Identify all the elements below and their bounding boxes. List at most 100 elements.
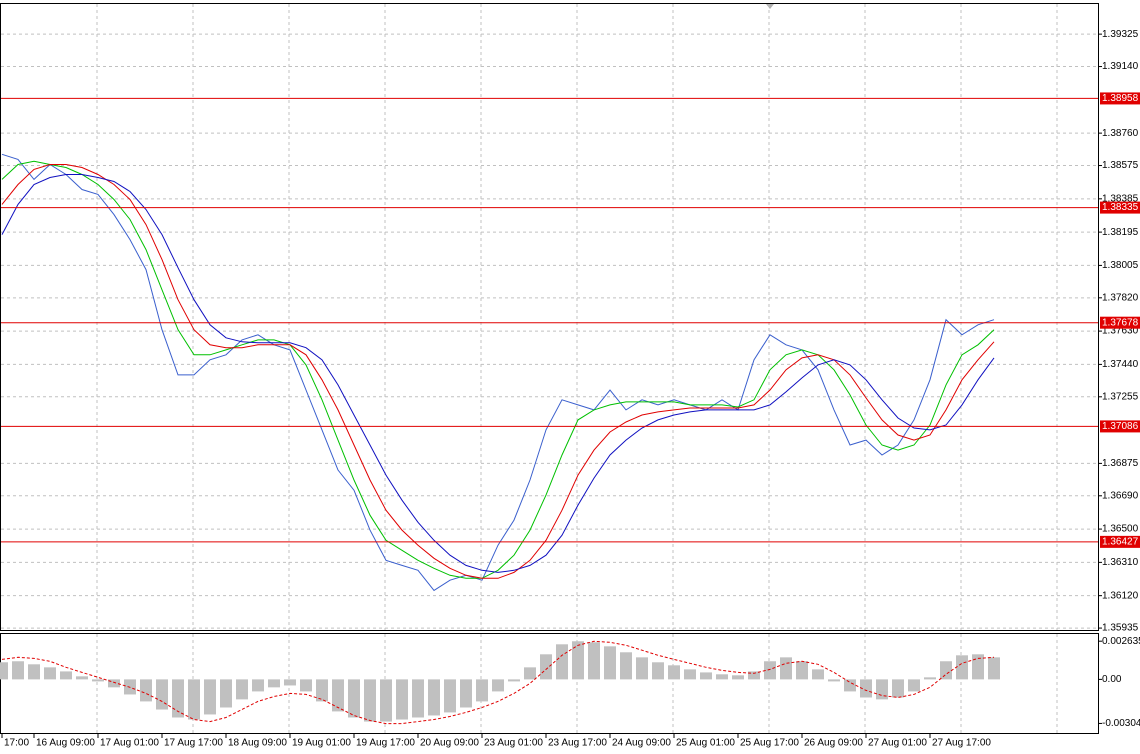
histogram-bar [892,679,904,698]
histogram-bar [44,667,56,680]
histogram-bar [460,679,472,708]
histogram-bar [508,679,520,682]
y-tick-label: 1.38195 [1102,227,1139,238]
histogram-bar [828,679,840,682]
histogram-bar [444,679,456,713]
histogram-bar [812,669,824,680]
histogram-bar [684,669,696,680]
histogram-bar [716,674,728,680]
y-tick-label: 1.36690 [1102,490,1139,501]
level-tag [1100,201,1140,214]
histogram-bar [316,679,328,702]
y-tick-label: 1.37255 [1102,391,1139,402]
histogram-bar [332,679,344,712]
x-tick-label: 18 Aug 09:00 [228,738,287,749]
series-line [1,640,995,725]
level-label: 1.37678 [1102,317,1139,328]
histogram-bar [588,642,600,680]
y-tick-label: 1.36875 [1102,458,1139,469]
histogram-bar [844,679,856,692]
level-label: 1.38958 [1102,93,1139,104]
histogram-bar [956,655,968,680]
y-tick-label: 1.39325 [1102,29,1139,40]
histogram-bar [140,679,152,702]
level-tag [1100,535,1140,548]
histogram-bar [924,677,936,680]
histogram-bar [428,679,440,716]
histogram-bar [396,679,408,720]
histogram-bar [476,679,488,702]
x-tick-label: 27 Aug 17:00 [932,738,991,749]
x-tick-label: 27 Aug 01:00 [868,738,927,749]
y-tick-label: 1.37440 [1102,359,1139,370]
series-line [1,153,995,592]
histogram-bar [556,644,568,680]
histogram-bar [940,661,952,680]
histogram-bar [188,679,200,720]
y-tick-label: -0.00304 [1102,718,1140,729]
histogram-bar [668,665,680,680]
x-tick-label: 24 Aug 09:00 [612,738,671,749]
shift-marker [766,4,774,9]
histogram-bar [12,661,24,680]
sub-frame [0,633,1099,734]
y-tick-label: 1.36120 [1102,590,1139,601]
histogram-bar [972,654,984,680]
x-tick-label: 23 Aug 17:00 [548,738,607,749]
level-tag [1100,92,1140,105]
histogram-bar [300,679,312,692]
histogram-bar [284,679,296,686]
histogram-bar [204,679,216,715]
histogram-bar [348,679,360,718]
x-tick-label: 19 Aug 17:00 [356,738,415,749]
x-tick-label: 16 Aug 09:00 [36,738,95,749]
level-label: 1.37086 [1102,421,1139,432]
histogram-bar [252,679,264,692]
x-tick-label: 25 Aug 01:00 [676,738,735,749]
y-tick-label: 1.36310 [1102,557,1139,568]
histogram-bar [76,676,88,680]
x-tick-label: 17 Aug 17:00 [164,738,223,749]
histogram-bar [764,661,776,680]
histogram-bar [108,679,120,688]
level-label: 1.36427 [1102,537,1139,548]
histogram-bar [156,679,168,710]
histogram-bar [0,662,8,680]
x-tick-label: 17 Aug 01:00 [100,738,159,749]
histogram-bar [380,679,392,722]
histogram-bar [412,679,424,718]
histogram-bar [572,641,584,680]
histogram-bar [604,646,616,680]
main-frame [0,3,1099,631]
histogram-bar [524,667,536,680]
histogram-bar [236,679,248,700]
series-line [1,164,995,579]
level-label: 1.38335 [1102,202,1139,213]
histogram-bar [268,679,280,688]
histogram-bar [92,679,104,682]
histogram-bar [780,657,792,680]
histogram-bar [700,672,712,680]
y-tick-label: 1.38005 [1102,260,1139,271]
series-line [1,160,995,579]
y-tick-label: 1.39140 [1102,61,1139,72]
y-tick-label: 1.36500 [1102,524,1139,535]
y-tick-label: 1.38760 [1102,128,1139,139]
histogram-bar [796,661,808,680]
y-tick-label: 0.002635 [1102,636,1140,647]
x-tick-label: 20 Aug 09:00 [420,738,479,749]
x-tick-label: 19 Aug 01:00 [292,738,351,749]
histogram-bar [988,657,1000,680]
x-tick-label: 17:00 [4,738,29,749]
y-tick-label: 1.38385 [1102,193,1139,204]
x-tick-label: 25 Aug 17:00 [740,738,799,749]
histogram-bar [748,671,760,680]
histogram-bar [652,662,664,680]
y-tick-label: 0.00 [1102,674,1122,685]
histogram-bar [732,675,744,680]
histogram-bar [908,679,920,692]
y-tick-label: 1.35935 [1102,623,1139,634]
